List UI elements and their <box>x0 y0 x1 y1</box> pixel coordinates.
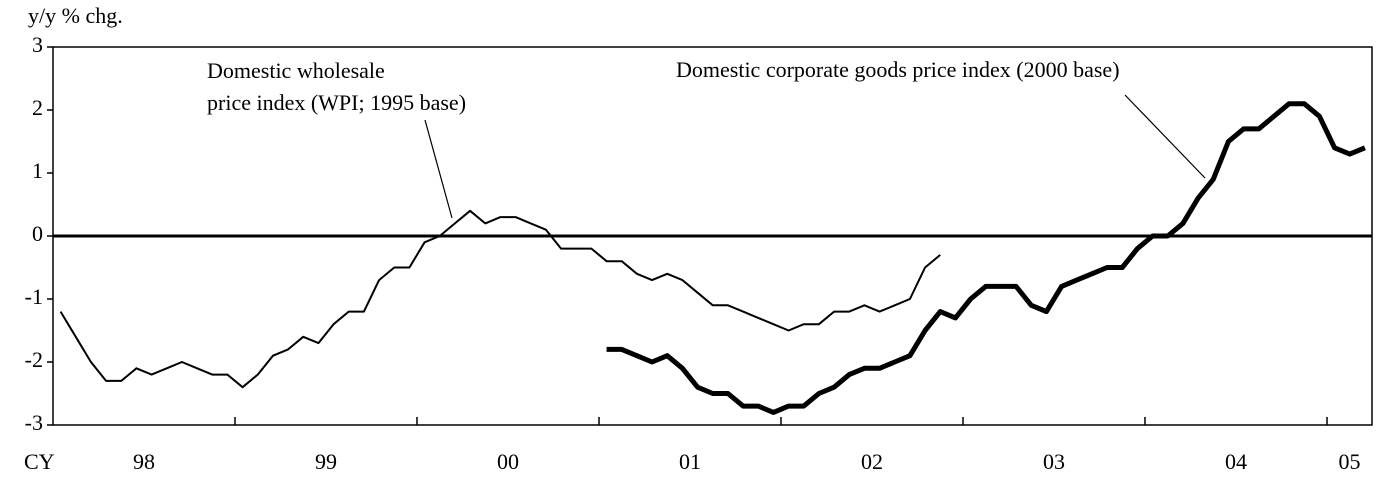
y-tick-label: 1 <box>32 158 43 183</box>
x-tick-label: 99 <box>315 449 337 474</box>
y-tick-label: 2 <box>32 95 43 120</box>
series-label: Domestic corporate goods price index (20… <box>676 57 1120 82</box>
series-label: price index (WPI; 1995 base) <box>207 90 466 115</box>
x-tick-label: 98 <box>133 449 155 474</box>
x-tick-label: 05 <box>1339 449 1361 474</box>
series-label: Domestic wholesale <box>207 58 385 83</box>
leader-line <box>1124 94 1206 179</box>
y-tick-label: 3 <box>32 32 43 57</box>
y-axis-label: y/y % chg. <box>28 3 123 28</box>
series-line <box>606 101 1366 415</box>
y-tick-label: -1 <box>25 284 43 309</box>
y-tick-label: -3 <box>25 410 43 435</box>
series-line <box>59 209 941 389</box>
y-tick-label: 0 <box>32 221 43 246</box>
x-tick-label: 00 <box>497 449 519 474</box>
x-tick-label: 01 <box>679 449 701 474</box>
x-tick-label: 04 <box>1225 449 1247 474</box>
x-tick-label: 02 <box>861 449 883 474</box>
leader-line <box>424 119 453 219</box>
x-prefix: CY <box>24 449 55 474</box>
y-tick-label: -2 <box>25 347 43 372</box>
x-tick-label: 03 <box>1043 449 1065 474</box>
